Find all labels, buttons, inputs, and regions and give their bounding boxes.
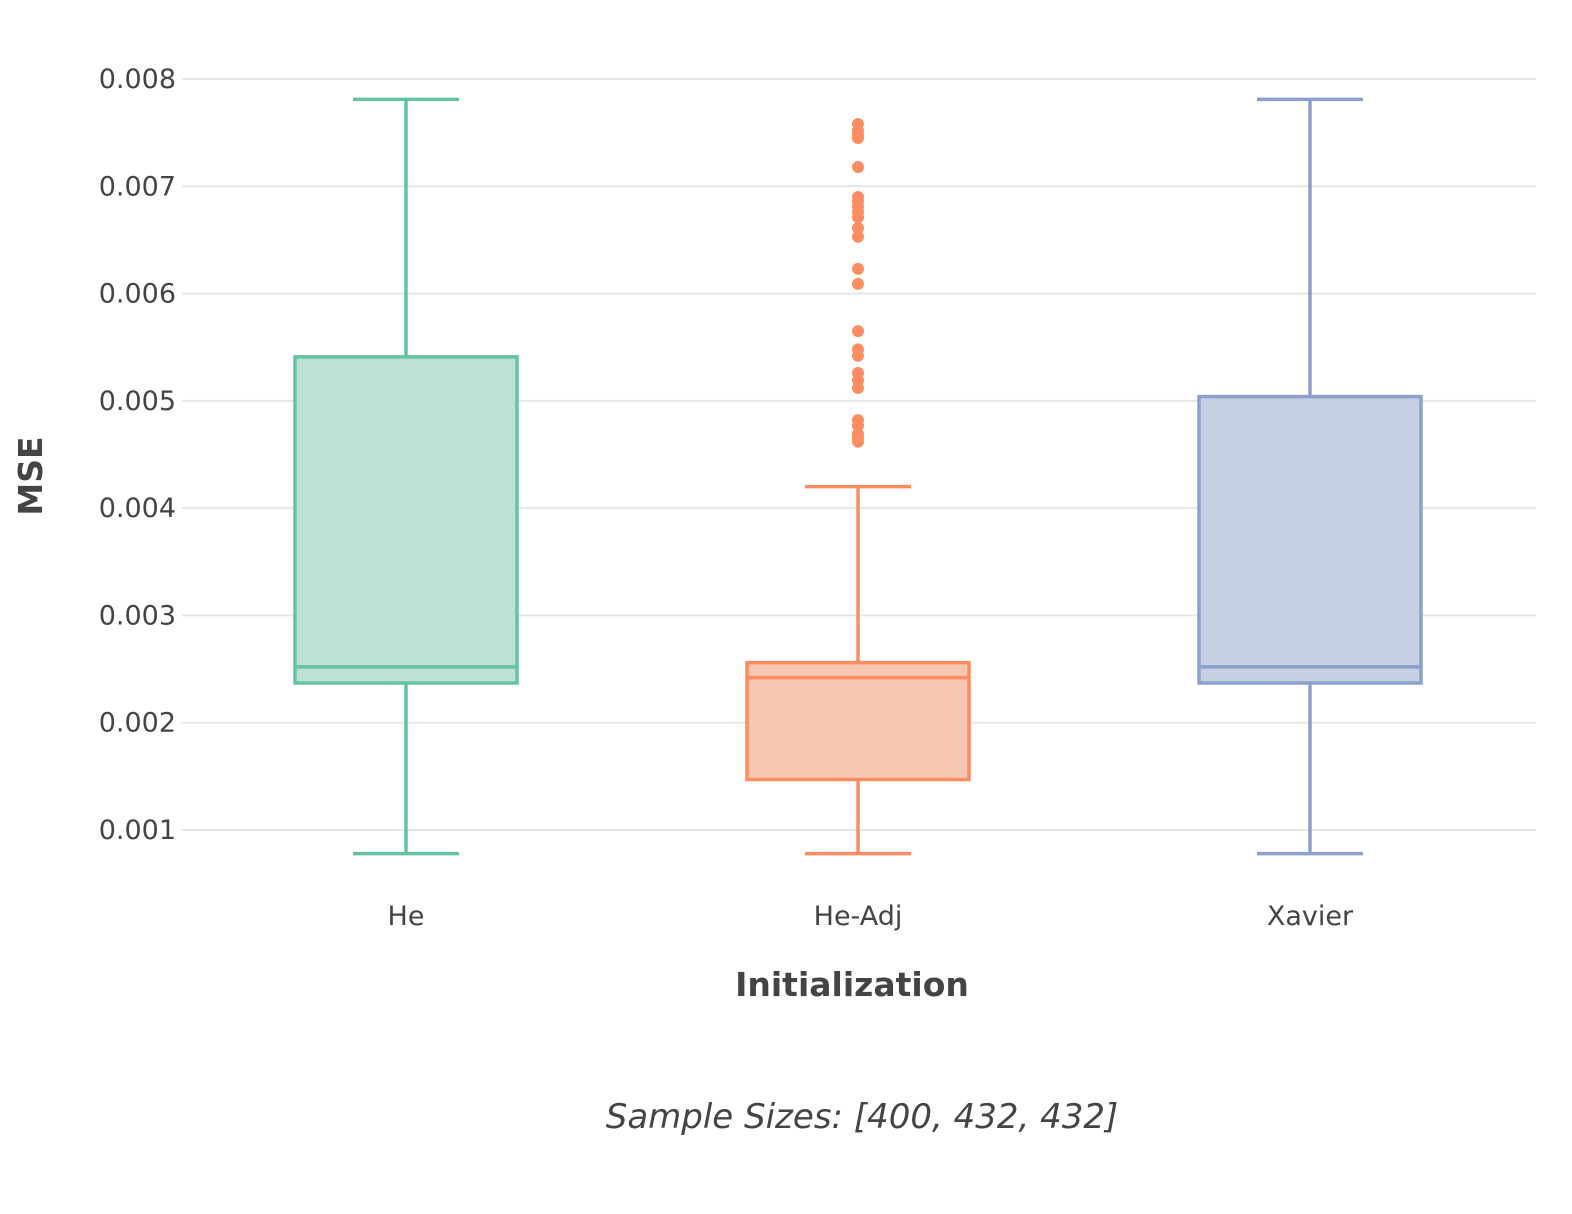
y-tick-label: 0.008 — [99, 64, 176, 95]
y-axis-title: MSE — [11, 436, 50, 515]
y-tick-label: 0.005 — [99, 386, 176, 417]
box-he-adj — [745, 118, 971, 856]
boxes — [293, 97, 1423, 856]
outlier-point — [852, 435, 864, 448]
y-tick-label: 0.002 — [99, 708, 176, 739]
outlier-point — [852, 381, 864, 394]
outlier-point — [852, 211, 864, 224]
box-xavier — [1197, 97, 1423, 856]
iqr-box — [1197, 394, 1423, 685]
box-he — [293, 97, 519, 856]
y-tick-label: 0.004 — [99, 493, 176, 524]
y-tick-labels: 0.001 0.002 0.003 0.004 0.005 0.006 0.007 0.008 — [99, 64, 176, 846]
outlier-point — [852, 349, 864, 362]
x-tick-label: He — [388, 901, 425, 932]
outlier-point — [852, 277, 864, 290]
x-tick-label: Xavier — [1267, 901, 1354, 932]
iqr-box — [745, 660, 971, 782]
x-tick-label: He-Adj — [814, 901, 903, 932]
iqr-box — [293, 355, 519, 685]
outlier-point — [852, 419, 864, 432]
outlier-point — [852, 325, 864, 338]
outlier-point — [852, 222, 864, 235]
y-tick-label: 0.001 — [99, 815, 176, 846]
x-axis-title: Initialization — [735, 965, 969, 1004]
x-tick-labels: He He-Adj Xavier — [388, 901, 1354, 932]
outlier-point — [852, 262, 864, 275]
outlier-point — [852, 132, 864, 145]
y-tick-label: 0.007 — [99, 171, 176, 202]
outlier-point — [852, 160, 864, 173]
y-tick-label: 0.003 — [99, 600, 176, 631]
y-tick-label: 0.006 — [99, 279, 176, 310]
outlier-point — [852, 230, 864, 243]
sample-sizes-annotation: Sample Sizes: [400, 432, 432] — [606, 1097, 1119, 1137]
